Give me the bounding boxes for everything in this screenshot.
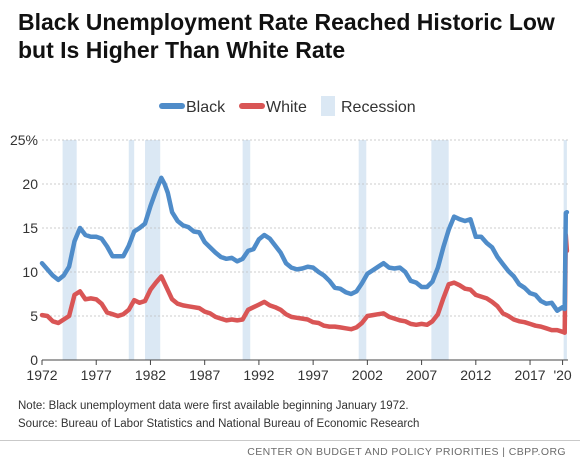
recession-band (358, 140, 367, 360)
legend-label-recession: Recession (341, 99, 416, 116)
x-tick-label: 1982 (135, 367, 166, 383)
y-tick-label: 25% (10, 132, 38, 148)
x-tick-label: 1992 (243, 367, 274, 383)
y-tick-label: 15 (22, 220, 38, 236)
recession-band (145, 140, 161, 360)
y-tick-label: 5 (30, 308, 38, 324)
y-tick-label: 0 (30, 352, 38, 368)
x-tick-label: 2002 (352, 367, 383, 383)
y-tick-label: 20 (22, 176, 38, 192)
x-tick-label: 1997 (298, 367, 329, 383)
footer-divider (0, 440, 580, 441)
x-tick-label: 1987 (189, 367, 220, 383)
x-tick-label: 1972 (26, 367, 57, 383)
series-lines (39, 175, 570, 335)
recession-band (431, 140, 449, 360)
x-tick-label: 1977 (81, 367, 112, 383)
legend-label-black: Black (186, 99, 226, 116)
y-axis-ticks: 0 5 10 15 20 25% (10, 132, 38, 368)
chart-note: Note: Black unemployment data were first… (18, 400, 409, 412)
chart-legend: Black White Recession (159, 96, 416, 116)
legend-swatch-recession (321, 96, 335, 116)
x-axis-ticks: 1972 1977 1982 1987 1992 1997 2002 2007 2012 2017… (26, 360, 572, 383)
grid-lines (42, 139, 568, 361)
chart-source: Source: Bureau of Labor Statistics and N… (18, 418, 420, 430)
y-tick-label: 10 (22, 264, 38, 280)
x-tick-label: 2012 (460, 367, 491, 383)
chart-title: Black Unemployment Rate Reached Historic… (18, 9, 555, 63)
x-tick-label: 2017 (514, 367, 545, 383)
recession-band (128, 140, 135, 360)
x-tick-label: '20 (553, 367, 571, 383)
series-line-white (39, 232, 570, 335)
legend-label-white: White (266, 99, 307, 116)
x-tick-label: 2007 (406, 367, 437, 383)
series-line-black (39, 175, 570, 313)
footer-credit: CENTER ON BUDGET AND POLICY PRIORITIES |… (247, 446, 566, 458)
